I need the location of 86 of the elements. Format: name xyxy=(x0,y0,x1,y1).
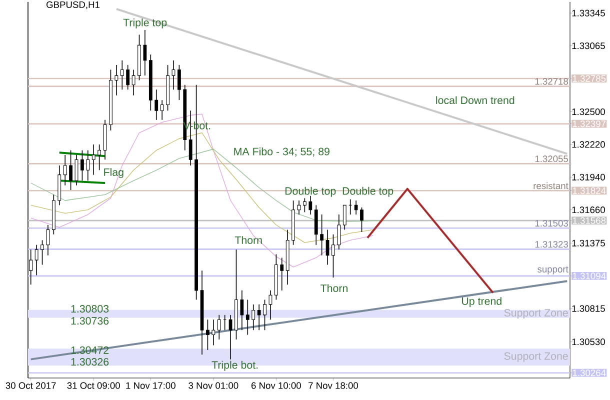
y-tick-label: 1.32500 xyxy=(572,108,605,116)
candlestick xyxy=(212,319,216,346)
candlestick xyxy=(126,64,130,90)
y-tick-label: 1.30264 xyxy=(572,370,606,376)
candlestick xyxy=(172,60,176,90)
candlestick xyxy=(280,257,284,291)
y-tick-label: 1.32785 xyxy=(572,75,606,82)
x-tick-label: 30 Oct 2017 xyxy=(6,382,56,389)
ref-line-label: 1.32055 xyxy=(535,156,568,162)
y-tick-label: 1.31568 xyxy=(572,217,606,224)
band-label: Support Zone xyxy=(504,352,568,362)
annotation: local Down trend xyxy=(436,96,514,104)
annotation: Double top xyxy=(285,186,336,197)
annotation: MA Fibo - 34; 55; 89 xyxy=(234,147,330,157)
annotation: 1.30803 xyxy=(71,305,109,313)
line-series xyxy=(30,114,374,268)
candlestick xyxy=(46,224,50,256)
annotation: Double top xyxy=(342,186,394,197)
candlestick xyxy=(120,60,124,90)
candlestick xyxy=(263,299,266,331)
candlestick xyxy=(342,204,346,230)
candlestick xyxy=(40,240,44,266)
y-tick-label: 1.32397 xyxy=(572,120,606,128)
chart-title: GBPUSD,H1 xyxy=(46,1,100,10)
candlestick xyxy=(63,154,67,186)
ref-line-label: 1.31323 xyxy=(535,241,568,248)
y-tick-label: 1.33065 xyxy=(572,42,605,50)
candlestick xyxy=(98,144,102,171)
candlestick xyxy=(86,150,90,182)
candlestick xyxy=(34,244,38,276)
candlestick xyxy=(320,214,324,256)
candlestick xyxy=(354,200,358,215)
annotation: 1.30736 xyxy=(71,317,109,325)
annotation: Thorn xyxy=(234,236,262,244)
annotation: Triple bot. xyxy=(212,360,258,371)
x-tick-label: 6 Nov 10:00 xyxy=(251,382,301,389)
line-series xyxy=(30,132,374,243)
y-tick-label: 1.33345 xyxy=(572,10,605,16)
candlestick xyxy=(154,89,158,120)
y-tick-label: 1.31940 xyxy=(572,174,605,180)
ref-line-label: resistant xyxy=(534,182,568,190)
candlestick xyxy=(92,144,96,176)
annotation: 1.30326 xyxy=(71,358,109,366)
band-label: Support Zone xyxy=(504,309,568,319)
annotation: Up trend xyxy=(462,297,502,308)
x-tick-label: 3 Nov 01:00 xyxy=(188,382,238,389)
y-tick-label: 1.31375 xyxy=(572,240,605,246)
candlestick xyxy=(143,30,147,76)
candlestick xyxy=(303,198,306,213)
x-tick-label: 1 Nov 17:00 xyxy=(126,382,176,389)
candlestick xyxy=(160,100,164,120)
y-tick-label: 1.30530 xyxy=(572,338,605,346)
candlestick xyxy=(114,64,118,96)
y-tick-label: 1.31094 xyxy=(572,272,606,280)
ref-line-label: 1.31503 xyxy=(535,220,568,227)
candlestick xyxy=(80,150,84,182)
candlestick xyxy=(297,200,301,215)
candlestick xyxy=(132,69,136,96)
candlestick xyxy=(252,304,256,331)
candlestick xyxy=(308,195,312,215)
candlestick xyxy=(69,150,72,190)
candlestick xyxy=(257,304,261,331)
y-tick-label: 1.31660 xyxy=(572,206,605,214)
candlestick xyxy=(360,207,364,232)
annotation: Triple top xyxy=(123,18,167,28)
candlestick xyxy=(217,314,221,340)
candlestick xyxy=(228,314,232,360)
candlestick xyxy=(246,299,250,336)
candlestick xyxy=(177,64,181,100)
y-tick-label: 1.30815 xyxy=(572,305,605,312)
candlestick xyxy=(74,154,78,186)
x-tick-label: 7 Nov 18:00 xyxy=(308,382,358,389)
candlestick xyxy=(268,290,272,320)
candlestick xyxy=(332,234,335,278)
annotation: Flag xyxy=(104,168,124,178)
annotation: Thorn xyxy=(320,284,348,292)
candlestick xyxy=(337,214,341,250)
candlestick xyxy=(240,290,244,331)
annotation: 1.30472 xyxy=(71,346,109,354)
candlestick xyxy=(206,319,210,350)
y-tick-label: 1.32220 xyxy=(572,141,605,148)
y-tick-label: 1.31824 xyxy=(572,187,606,194)
candlestick xyxy=(326,229,330,266)
ref-line-label: 1.32718 xyxy=(535,78,568,85)
x-tick-label: 31 Oct 09:00 xyxy=(67,382,120,389)
ref-line-label: support xyxy=(538,266,568,274)
